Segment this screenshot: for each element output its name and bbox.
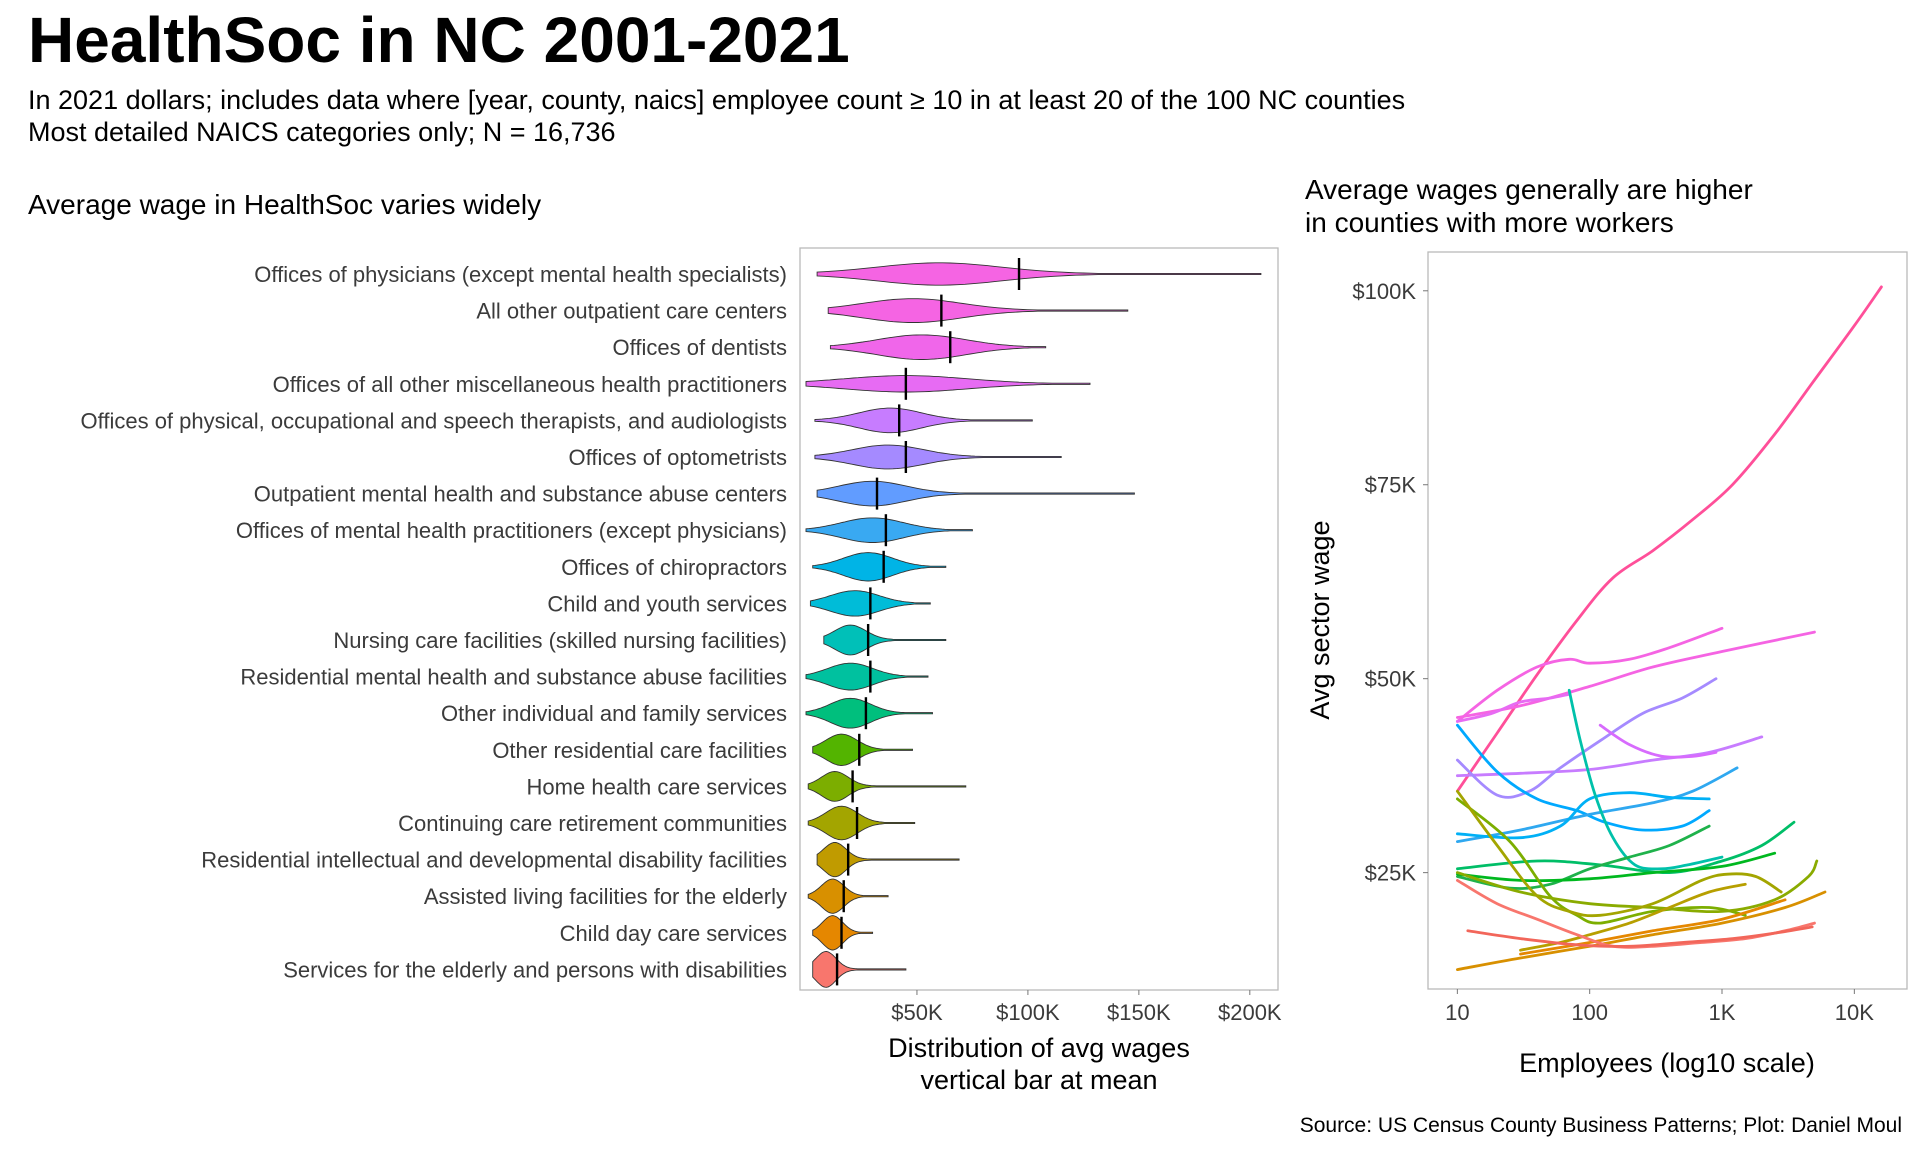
line-x-tick-label: 10K — [1835, 1000, 1874, 1025]
violin-category-label: Other individual and family services — [441, 701, 787, 726]
series-line — [1456, 766, 1739, 843]
violin-x-tick-label: $200K — [1218, 1000, 1282, 1025]
violin-category-label: Offices of optometrists — [569, 445, 787, 470]
violin-category-label: Offices of mental health practitioners (… — [236, 518, 787, 543]
violin-category-label: Services for the elderly and persons wit… — [283, 957, 787, 982]
line-x-tick-label: 100 — [1571, 1000, 1608, 1025]
violin-category-label: Offices of physical, occupational and sp… — [81, 408, 787, 433]
line-plot-panel — [1427, 251, 1908, 990]
violin-category-label: Offices of physicians (except mental hea… — [254, 262, 787, 287]
line-x-axis-title: Employees (log10 scale) — [1519, 1048, 1815, 1078]
violin-category-label: Offices of dentists — [613, 335, 787, 360]
violin-category-label: Other residential care facilities — [492, 738, 787, 763]
violin-category-label: Residential mental health and substance … — [240, 665, 787, 690]
violin-shape — [812, 951, 907, 988]
violin-shape — [814, 407, 1033, 434]
series-line — [1456, 791, 1711, 840]
violin-shape — [805, 662, 929, 691]
series-line — [1456, 630, 1816, 719]
violin-shape — [829, 334, 1047, 360]
violin-shape — [807, 878, 889, 914]
series-line — [1456, 677, 1718, 799]
series-line — [1456, 789, 1783, 918]
violin-x-axis-title-line-1: Distribution of avg wages — [888, 1033, 1190, 1063]
violin-x-axis-title-line-2: vertical bar at mean — [920, 1065, 1157, 1095]
source-caption: Source: US Census County Business Patter… — [1299, 1114, 1902, 1137]
line-x-tick-label: 1K — [1709, 1000, 1736, 1025]
violin-category-label: Home health care services — [527, 774, 787, 799]
violin-shape — [805, 517, 973, 543]
violin-plot-panel — [799, 247, 1279, 991]
violin-shape — [816, 480, 1135, 507]
violin-category-label: Child and youth services — [547, 591, 787, 616]
violin-shape — [823, 624, 947, 656]
violin-shape — [814, 444, 1062, 470]
violin-shape — [807, 805, 916, 841]
violin-category-label: Assisted living facilities for the elder… — [424, 884, 787, 909]
right-panel-title-line-2: in counties with more workers — [1305, 207, 1674, 238]
line-y-tick-label: $100K — [1352, 279, 1416, 304]
series-line — [1456, 723, 1711, 832]
violin-x-tick-label: $50K — [891, 1000, 943, 1025]
violin-shape — [812, 552, 947, 582]
series-line — [1456, 820, 1796, 875]
violin-x-tick-label: $150K — [1107, 1000, 1171, 1025]
violin-category-label: Offices of all other miscellaneous healt… — [273, 372, 787, 397]
violin-category-label: Child day care services — [560, 921, 787, 946]
line-x-tick-label: 10 — [1445, 1000, 1469, 1025]
violin-shape — [807, 771, 967, 802]
series-line — [1456, 797, 1747, 925]
series-line — [1466, 925, 1814, 948]
violin-category-label: Residential intellectual and development… — [201, 848, 787, 873]
violin-shape — [812, 733, 913, 766]
violin-category-label: All other outpatient care centers — [476, 299, 787, 324]
violin-shape — [816, 262, 1262, 286]
violin-shape — [805, 697, 933, 729]
violin-category-label: Outpatient mental health and substance a… — [254, 482, 787, 507]
series-line — [1456, 890, 1827, 971]
line-y-axis-title: Avg sector wage — [1305, 520, 1335, 719]
violin-shape — [827, 298, 1129, 323]
line-y-tick-label: $25K — [1365, 861, 1417, 886]
violin-category-label: Nursing care facilities (skilled nursing… — [333, 628, 787, 653]
violin-shape — [805, 375, 1091, 393]
series-line — [1456, 626, 1724, 723]
page-title: HealthSoc in NC 2001-2021 — [28, 4, 850, 76]
series-line — [1598, 723, 1718, 759]
series-line — [1456, 859, 1819, 914]
subtitle-line-1: In 2021 dollars; includes data where [ye… — [28, 85, 1406, 115]
line-chart: Employees (log10 scale) Avg sector wage … — [1305, 251, 1908, 1078]
series-line — [1456, 851, 1777, 883]
series-line — [1456, 735, 1764, 778]
violin-chart: Distribution of avg wages vertical bar a… — [81, 247, 1282, 1095]
series-line — [1456, 285, 1883, 793]
line-y-tick-label: $50K — [1365, 667, 1417, 692]
series-line — [1519, 898, 1787, 956]
violin-shape — [816, 842, 960, 878]
series-line — [1567, 688, 1724, 871]
violin-category-label: Offices of chiropractors — [561, 555, 787, 580]
series-line — [1456, 692, 1571, 723]
right-panel-title-line-1: Average wages generally are higher — [1305, 174, 1753, 205]
left-panel-title: Average wage in HealthSoc varies widely — [28, 189, 542, 220]
line-y-tick-label: $75K — [1365, 473, 1417, 498]
violin-category-label: Continuing care retirement communities — [398, 811, 787, 836]
subtitle-line-2: Most detailed NAICS categories only; N =… — [28, 117, 616, 147]
violin-x-tick-label: $100K — [996, 1000, 1060, 1025]
